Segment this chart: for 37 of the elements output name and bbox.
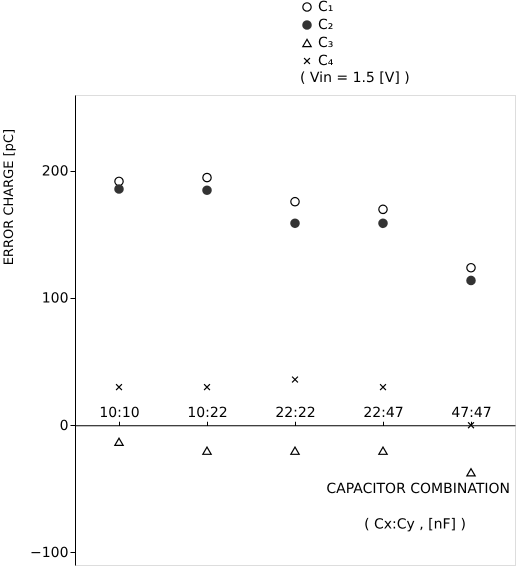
x-tick-label: 47:47: [451, 404, 492, 421]
point: [290, 446, 300, 455]
y-tick-label: 100: [42, 290, 68, 307]
point: [202, 172, 212, 182]
point: [378, 446, 388, 455]
point: [114, 176, 124, 186]
x-tick-label: 22:22: [275, 404, 316, 421]
legend-label: C₁: [318, 0, 334, 15]
annotation: ( Cx:Cy , [nF] ): [364, 516, 466, 532]
x-tick-label: 10:10: [99, 404, 140, 421]
x-tick-label: 10:22: [187, 404, 228, 421]
x-tick-label: 22:47: [363, 404, 404, 421]
y-tick-label: −100: [30, 544, 68, 561]
legend-label: C₃: [318, 35, 334, 51]
y-tick-label: 0: [60, 418, 68, 434]
text: ( Vin = 1.5 [V] ): [300, 70, 410, 86]
point: [378, 204, 388, 214]
point: [290, 218, 300, 228]
x-axis-title: CAPACITOR COMBINATION: [326, 480, 510, 497]
point: [202, 185, 212, 196]
legend-label: C₄: [318, 53, 334, 69]
point: [467, 422, 475, 429]
point: [466, 262, 476, 273]
legend-label: C₂: [318, 17, 334, 33]
point: [114, 184, 124, 194]
point: [379, 384, 387, 391]
point: [114, 438, 124, 446]
point: [115, 384, 123, 391]
point: [466, 468, 476, 476]
point: [466, 276, 476, 286]
y-axis-title: ERROR CHARGE [pC]: [2, 128, 18, 266]
point: [290, 196, 300, 206]
y-tick-label: 200: [42, 164, 68, 180]
point: [203, 384, 211, 391]
point: [291, 376, 299, 384]
point: [378, 218, 388, 228]
point: [202, 446, 212, 455]
